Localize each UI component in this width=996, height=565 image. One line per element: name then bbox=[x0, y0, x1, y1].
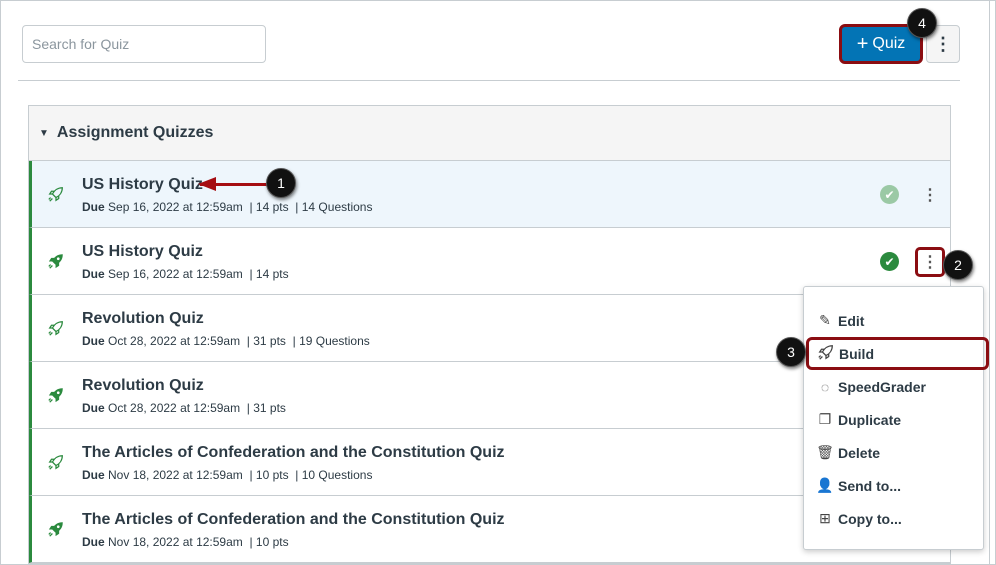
quiz-title-link[interactable]: US History Quiz bbox=[82, 176, 203, 193]
points: 10 pts bbox=[255, 535, 289, 549]
group-header[interactable]: ▼ Assignment Quizzes bbox=[29, 106, 950, 161]
quiz-row[interactable]: US History Quiz Due Sep 16, 2022 at 12:5… bbox=[29, 161, 950, 228]
callout-badge-1: 1 bbox=[266, 168, 296, 198]
points: 14 pts bbox=[255, 200, 289, 214]
plus-icon: + bbox=[856, 32, 869, 55]
due-date: Sep 16, 2022 at 12:59am bbox=[108, 200, 243, 214]
due-label: Due bbox=[82, 200, 105, 214]
copy-icon: ⊞ bbox=[819, 510, 831, 526]
menu-item-label: Build bbox=[839, 345, 874, 362]
rocket-outline-icon bbox=[47, 453, 65, 471]
due-label: Due bbox=[82, 401, 105, 415]
menu-item-label: Copy to... bbox=[838, 510, 902, 527]
menu-item-label: Send to... bbox=[838, 477, 901, 494]
question-count: 19 Questions bbox=[299, 334, 370, 348]
rocket-icon bbox=[817, 343, 835, 364]
due-label: Due bbox=[82, 334, 105, 348]
callout-badge-2: 2 bbox=[943, 250, 973, 280]
quiz-meta: Due Oct 28, 2022 at 12:59am | 31 pts bbox=[82, 401, 286, 415]
menu-item-label: Edit bbox=[838, 312, 865, 329]
caret-down-icon: ▼ bbox=[39, 127, 49, 139]
rocket-outline-icon bbox=[47, 185, 65, 203]
quiz-row[interactable]: Revolution Quiz Due Oct 28, 2022 at 12:5… bbox=[29, 362, 950, 429]
quiz-title-link[interactable]: The Articles of Confederation and the Co… bbox=[82, 511, 505, 528]
kebab-icon: ⋮ bbox=[934, 33, 952, 54]
add-quiz-label: Quiz bbox=[872, 35, 906, 52]
published-check-icon[interactable]: ✔ bbox=[880, 185, 899, 204]
menu-item-delete[interactable]: 🗑 Delete bbox=[804, 436, 983, 469]
points: 10 pts bbox=[255, 468, 289, 482]
quiz-title-link[interactable]: US History Quiz bbox=[82, 243, 203, 260]
group-title: Assignment Quizzes bbox=[56, 124, 214, 141]
due-date: Nov 18, 2022 at 12:59am bbox=[108, 468, 243, 482]
duplicate-icon: ❐ bbox=[818, 411, 832, 427]
quiz-meta: Due Nov 18, 2022 at 12:59am | 10 pts | 1… bbox=[82, 468, 373, 482]
callout-badge-3: 3 bbox=[776, 337, 806, 367]
menu-item-copy-to[interactable]: ⊞ Copy to... bbox=[804, 502, 983, 535]
quiz-title-link[interactable]: The Articles of Confederation and the Co… bbox=[82, 444, 505, 461]
due-date: Oct 28, 2022 at 12:59am bbox=[108, 401, 241, 415]
quiz-meta: Due Oct 28, 2022 at 12:59am | 31 pts | 1… bbox=[82, 334, 370, 348]
callout-arrowhead bbox=[198, 177, 216, 191]
due-label: Due bbox=[82, 468, 105, 482]
pencil-icon: ✎ bbox=[819, 312, 831, 328]
menu-item-label: Duplicate bbox=[838, 411, 902, 428]
menu-item-edit[interactable]: ✎ Edit bbox=[804, 304, 983, 337]
scrollbar[interactable] bbox=[989, 0, 990, 565]
due-label: Due bbox=[82, 535, 105, 549]
menu-item-send-to[interactable]: 👤 Send to... bbox=[804, 469, 983, 502]
add-quiz-button[interactable]: + Quiz bbox=[839, 24, 923, 64]
trash-icon: 🗑 bbox=[816, 444, 834, 460]
quiz-row[interactable]: The Articles of Confederation and the Co… bbox=[29, 429, 950, 496]
menu-item-duplicate[interactable]: ❐ Duplicate bbox=[804, 403, 983, 436]
menu-item-label: Delete bbox=[838, 444, 881, 461]
rocket-filled-icon bbox=[47, 386, 65, 404]
quiz-options-menu: ✎ Edit Build ◌ SpeedGrader ❐ Duplicate 🗑 Delete 👤… bbox=[803, 286, 989, 550]
points: 31 pts bbox=[253, 401, 286, 415]
quiz-title-link[interactable]: Revolution Quiz bbox=[82, 310, 204, 327]
user-icon: 👤 bbox=[816, 477, 834, 493]
quiz-title-link[interactable]: Revolution Quiz bbox=[82, 377, 204, 394]
quiz-kebab-button[interactable]: ⋮ bbox=[922, 187, 938, 204]
speedgrader-icon: ◌ bbox=[820, 378, 830, 395]
question-count: 14 Questions bbox=[301, 200, 373, 214]
menu-item-build[interactable]: Build bbox=[806, 337, 989, 370]
quiz-kebab-button[interactable]: ⋮ bbox=[915, 247, 945, 277]
published-check-icon[interactable]: ✔ bbox=[880, 252, 899, 271]
due-date: Oct 28, 2022 at 12:59am bbox=[108, 334, 241, 348]
quiz-meta: Due Sep 16, 2022 at 12:59am | 14 pts | 1… bbox=[82, 200, 373, 214]
menu-item-label: SpeedGrader bbox=[838, 378, 926, 395]
menu-item-speedgrader[interactable]: ◌ SpeedGrader bbox=[804, 370, 983, 403]
due-date: Sep 16, 2022 at 12:59am bbox=[108, 267, 243, 281]
more-options-button[interactable]: ⋮ bbox=[926, 25, 960, 63]
search-input[interactable] bbox=[22, 25, 266, 63]
rocket-filled-icon bbox=[47, 252, 65, 270]
points: 31 pts bbox=[253, 334, 286, 348]
due-label: Due bbox=[82, 267, 105, 281]
quiz-row[interactable]: US History Quiz Due Sep 16, 2022 at 12:5… bbox=[29, 228, 950, 295]
divider bbox=[18, 80, 960, 81]
rocket-filled-icon bbox=[47, 520, 65, 538]
due-date: Nov 18, 2022 at 12:59am bbox=[108, 535, 243, 549]
quiz-group: ▼ Assignment Quizzes US History Quiz Due … bbox=[28, 105, 951, 564]
callout-badge-4: 4 bbox=[907, 8, 937, 38]
question-count: 10 Questions bbox=[301, 468, 373, 482]
quiz-meta: Due Nov 18, 2022 at 12:59am | 10 pts bbox=[82, 535, 289, 549]
callout-arrow bbox=[200, 183, 268, 186]
rocket-outline-icon bbox=[47, 319, 65, 337]
points: 14 pts bbox=[255, 267, 289, 281]
quiz-row[interactable]: The Articles of Confederation and the Co… bbox=[29, 496, 950, 563]
quiz-meta: Due Sep 16, 2022 at 12:59am | 14 pts bbox=[82, 267, 289, 281]
